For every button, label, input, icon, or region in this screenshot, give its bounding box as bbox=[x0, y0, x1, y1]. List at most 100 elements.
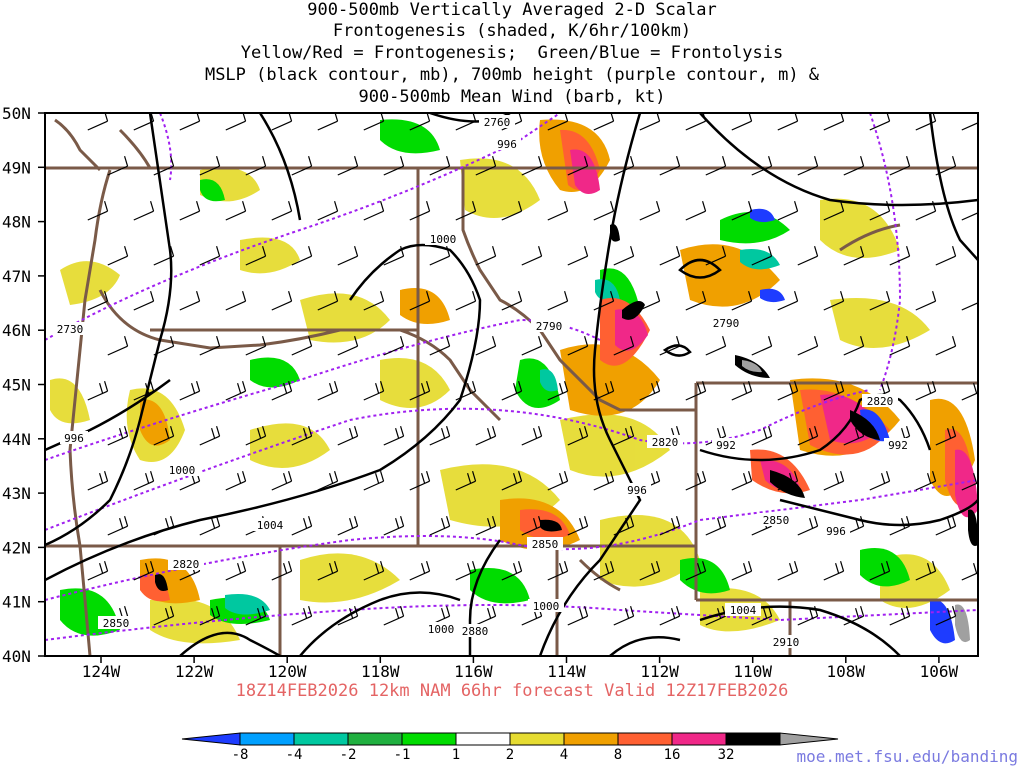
wind-barb-staff bbox=[639, 300, 660, 311]
wind-barb-staff bbox=[429, 525, 450, 536]
wind-barb-flag bbox=[237, 563, 242, 574]
wind-barb-staff bbox=[429, 435, 450, 446]
wind-barb-flag bbox=[860, 156, 865, 167]
wind-barb-flag bbox=[303, 608, 308, 619]
wind-barb-staff bbox=[199, 525, 220, 536]
wind-barb-staff bbox=[153, 615, 174, 626]
wind-barb-staff bbox=[639, 570, 660, 581]
wind-barb-staff bbox=[777, 300, 798, 311]
wind-barb-flag bbox=[999, 516, 1002, 526]
wind-barb-flag bbox=[610, 291, 615, 302]
wind-barb-flag bbox=[906, 606, 911, 617]
wind-barb-flag bbox=[979, 291, 982, 301]
wind-barb-staff bbox=[843, 345, 864, 356]
wind-barb-flag bbox=[789, 563, 794, 574]
wind-barb-staff bbox=[961, 212, 978, 221]
contour-label-bg bbox=[758, 513, 794, 526]
wind-barb-staff bbox=[429, 165, 450, 176]
wind-barb-flag bbox=[840, 561, 845, 572]
forecast-valid-label: 18Z14FEB2026 12km NAM 66hr forecast Vali… bbox=[235, 681, 789, 701]
mslp-contours bbox=[45, 113, 978, 656]
wind-barb-staff bbox=[271, 210, 292, 221]
contour-label: 2790 bbox=[713, 317, 740, 330]
wind-barb-flag bbox=[446, 336, 451, 347]
colorbar-label: 2 bbox=[506, 747, 514, 763]
wind-barb-flag bbox=[329, 383, 334, 394]
wind-barb-staff bbox=[475, 255, 496, 266]
wind-barb-staff bbox=[271, 480, 292, 491]
wind-barb-staff bbox=[455, 570, 476, 581]
wind-barb-staff bbox=[337, 345, 358, 356]
wind-barb-staff bbox=[547, 570, 568, 581]
wind-barb-flag bbox=[814, 336, 819, 347]
wind-barb-flag bbox=[492, 516, 497, 527]
wind-barb-flag bbox=[99, 473, 104, 484]
wind-barb-staff bbox=[317, 210, 338, 221]
contour-label: 2850 bbox=[103, 617, 130, 630]
wind-barb-flag bbox=[119, 428, 124, 439]
wind-barb-staff bbox=[179, 390, 200, 401]
wind-barb-flag bbox=[308, 516, 313, 527]
lat-tick-label: 47N bbox=[2, 267, 31, 286]
wind-barb-flag bbox=[630, 336, 635, 347]
wind-barb-staff bbox=[179, 300, 200, 311]
contour-label: 992 bbox=[716, 439, 736, 452]
wind-barb-staff bbox=[823, 120, 844, 131]
title-line-5: 900-500mb Mean Wind (barb, kt) bbox=[358, 87, 666, 107]
wind-barb-staff bbox=[521, 525, 542, 536]
colorbar-label: 8 bbox=[614, 747, 622, 763]
wind-barb-flag bbox=[150, 113, 155, 122]
wind-barb-flag bbox=[656, 291, 661, 302]
wind-barb-flag bbox=[717, 428, 722, 439]
wind-barb-staff bbox=[659, 165, 680, 176]
colorbar-label: 4 bbox=[560, 747, 568, 763]
wind-barb-staff bbox=[731, 480, 752, 491]
wind-barb-flag bbox=[518, 561, 523, 572]
wind-barb-staff bbox=[383, 525, 404, 536]
wind-barb-flag bbox=[216, 426, 221, 437]
wind-barb-flag bbox=[492, 156, 497, 167]
wind-barb-flag bbox=[630, 606, 635, 617]
wind-barb-flag bbox=[814, 606, 819, 617]
wind-barb-staff bbox=[982, 526, 1002, 535]
wind-barb-staff bbox=[179, 570, 200, 581]
wind-barb-flag bbox=[932, 561, 937, 572]
wind-barb-staff bbox=[455, 300, 476, 311]
wind-barb-flag bbox=[671, 608, 676, 619]
state-boundaries bbox=[45, 118, 978, 656]
contour-label: 1000 bbox=[169, 464, 196, 477]
wind-barb-flag bbox=[380, 201, 385, 212]
wind-barb-staff bbox=[961, 482, 978, 491]
wind-barb-staff bbox=[889, 345, 910, 356]
contour-label-bg bbox=[527, 537, 563, 550]
wind-barb-flag bbox=[994, 518, 997, 528]
wind-barb-staff bbox=[501, 570, 522, 581]
wind-barb-flag bbox=[702, 201, 707, 212]
wind-barb-flag bbox=[492, 336, 497, 347]
wind-barb-flag bbox=[564, 471, 569, 482]
wind-barb-flag bbox=[999, 246, 1002, 256]
wind-barb-staff bbox=[87, 210, 108, 221]
wind-barb-flag bbox=[446, 426, 451, 437]
wind-barb-flag bbox=[196, 381, 201, 392]
wind-barb-flag bbox=[145, 473, 150, 484]
lat-tick-label: 50N bbox=[2, 104, 31, 123]
wind-barb-staff bbox=[225, 480, 246, 491]
wind-barb-flag bbox=[881, 383, 886, 394]
wind-barb-flag bbox=[375, 473, 380, 484]
wind-barb-flag bbox=[702, 291, 707, 302]
wind-barb-flag bbox=[288, 561, 293, 572]
lat-tick-label: 40N bbox=[2, 647, 31, 666]
wind-barb-staff bbox=[501, 300, 522, 311]
wind-barb-flag bbox=[349, 608, 354, 619]
wind-barb-flag bbox=[170, 516, 175, 527]
wind-barb-flag bbox=[395, 518, 400, 529]
wind-barb-flag bbox=[288, 113, 293, 122]
wind-barb-staff bbox=[961, 572, 978, 581]
wind-barb-flag bbox=[334, 291, 339, 302]
wind-barb-staff bbox=[153, 435, 174, 446]
wind-barb-flag bbox=[354, 426, 359, 437]
wind-barb-flag bbox=[625, 518, 630, 529]
wind-barb-staff bbox=[797, 615, 818, 626]
contour-label-bg bbox=[98, 616, 134, 629]
